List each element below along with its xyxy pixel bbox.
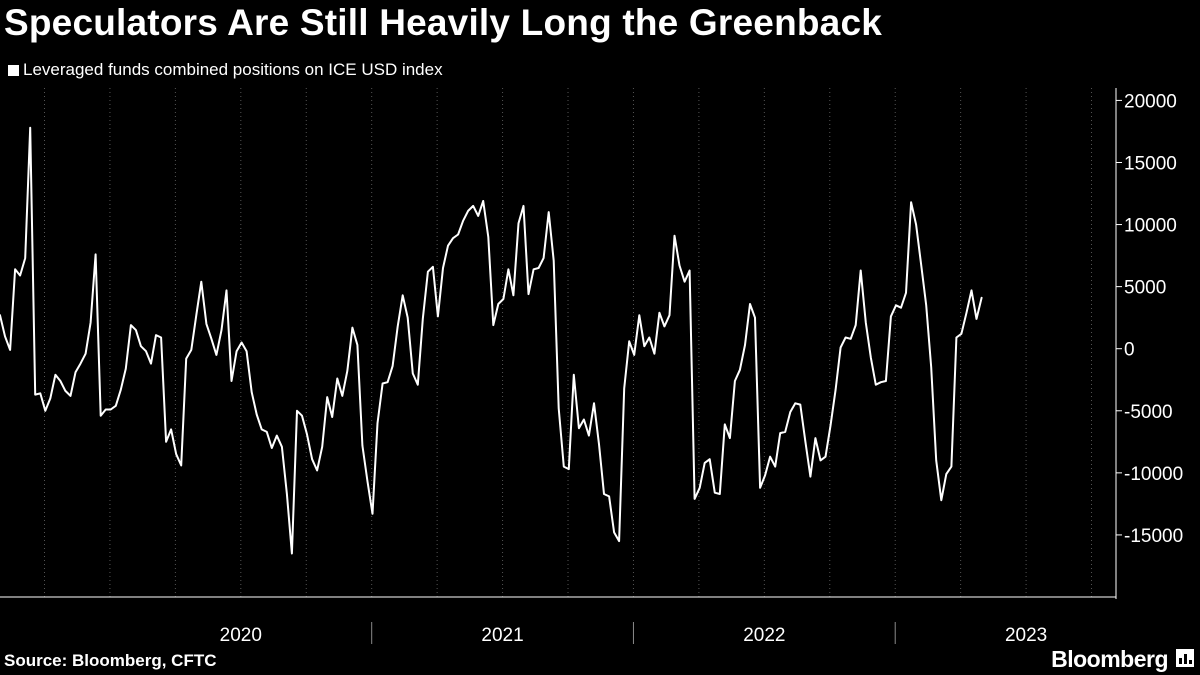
- legend-label: Leveraged funds combined positions on IC…: [23, 60, 443, 79]
- chart-icon: [1176, 649, 1194, 667]
- y-tick-label: -15000: [1124, 526, 1183, 547]
- gridlines: [43, 88, 1093, 597]
- bloomberg-logo: Bloomberg: [1051, 646, 1168, 672]
- series-layer: [0, 126, 983, 555]
- source-note: Source: Bloomberg, CFTC: [4, 651, 217, 670]
- legend: Leveraged funds combined positions on IC…: [8, 60, 443, 80]
- axes: 20000 15000 10000 5000 0 -5000 -10000 -15000 202…: [0, 88, 1183, 646]
- y-tick-label: -5000: [1124, 402, 1173, 423]
- x-year-label: 2021: [481, 625, 523, 646]
- series-line: [0, 126, 983, 555]
- y-tick-label: 0: [1124, 340, 1135, 361]
- y-tick-label: 20000: [1124, 91, 1177, 112]
- x-year-label: 2020: [220, 625, 262, 646]
- legend-swatch: [8, 64, 19, 76]
- y-tick-label: -10000: [1124, 464, 1183, 485]
- chart-title: Speculators Are Still Heavily Long the G…: [4, 2, 882, 43]
- y-tick-label: 10000: [1124, 216, 1177, 237]
- x-year-label: 2023: [1005, 625, 1047, 646]
- x-year-label: 2022: [743, 625, 785, 646]
- y-tick-label: 15000: [1124, 153, 1177, 174]
- y-tick-label: 5000: [1124, 278, 1166, 299]
